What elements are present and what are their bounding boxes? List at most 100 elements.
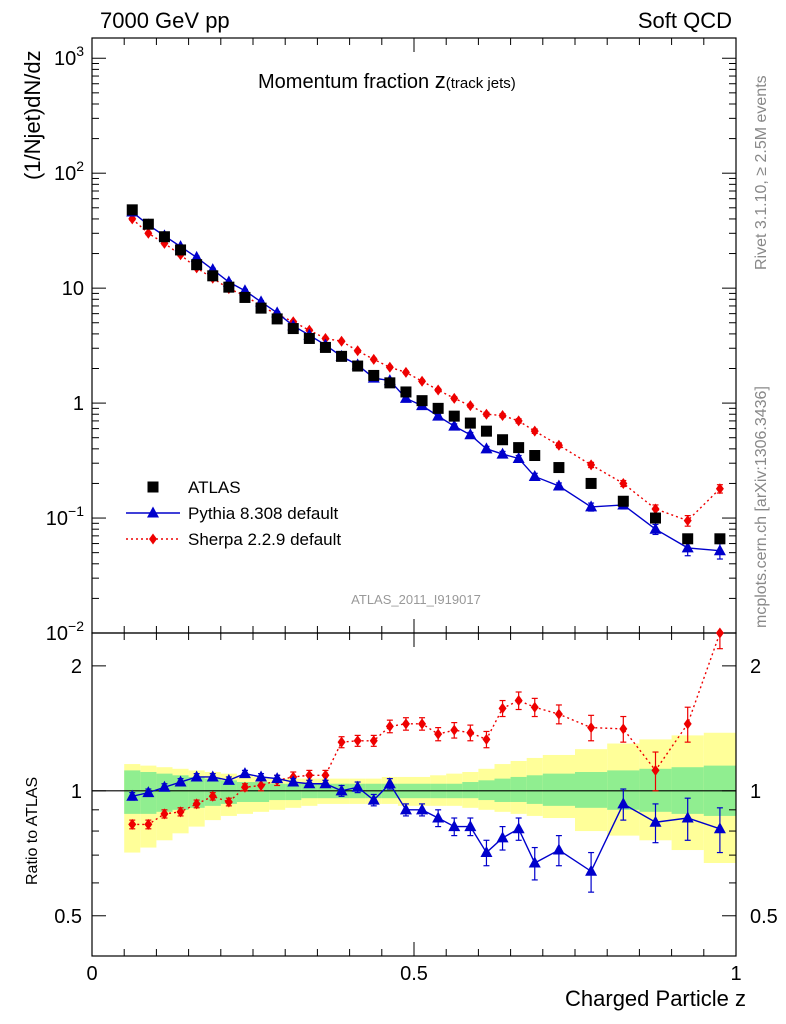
sherpa-point [353,345,362,357]
stat-band-bin [269,783,286,801]
sherpa-point [482,408,491,420]
sherpa-point [450,392,459,404]
pythia-ratio-point [480,846,493,858]
sherpa-point [144,227,153,239]
pythia-ratio-point [528,856,541,868]
x-ticks: 0 0.5 1 [86,38,742,985]
sherpa-ratio-point [160,808,169,820]
atlas-point [497,434,509,446]
sherpa-point [683,515,692,527]
sherpa-point [514,415,523,427]
atlas-point [513,442,525,454]
pythia-ratio-point [335,784,348,796]
analysis-watermark: ATLAS_2011_I919017 [351,592,481,607]
pythia-ratio-point [126,789,139,801]
legend-label: Sherpa 2.2.9 default [188,530,341,549]
sherpa-point [401,366,410,378]
sherpa-ratio-point [530,701,539,713]
atlas-point [553,462,565,474]
pythia-ratio-point [271,772,284,784]
stat-band-bin [510,776,527,802]
sherpa-ratio-point [321,769,330,781]
sherpa-ratio-point [683,718,692,730]
stat-band-bin [156,773,173,812]
sherpa-point [619,477,628,489]
legend-label: Pythia 8.308 default [188,504,339,523]
pythia-ratio-point [713,822,726,834]
pythia-point [448,419,461,431]
atlas-point [223,281,235,293]
pythia-ratio-point [585,864,598,876]
atlas-point [529,450,541,462]
atlas-point [319,341,331,353]
sherpa-ratio-point [305,769,314,781]
pythia-ratio-point [464,820,477,832]
pythia-point [528,469,541,481]
atlas-point [126,204,138,216]
sherpa-point [385,361,394,373]
sherpa-point [498,410,507,422]
sherpa-ratio-point [554,708,563,720]
pythia-ratio-point [351,780,364,792]
ratio-y-tick-label: 2 [71,656,82,678]
sherpa-point [530,425,539,437]
atlas-point [480,425,492,437]
top-y-tick-label: 10−2 [46,618,84,645]
atlas-point [239,291,251,303]
legend-marker [147,506,159,518]
pythia-point [464,428,477,440]
sherpa-point [418,375,427,387]
sherpa-ratio-point [128,818,137,830]
sherpa-point [337,335,346,347]
sherpa-ratio-point [144,818,153,830]
pythia-ratio-series [126,767,726,893]
sherpa-ratio-point [498,702,507,714]
header-left: 7000 GeV pp [100,8,230,33]
pythia-ratio-point [512,822,525,834]
sherpa-ratio-point [208,790,217,802]
pythia-ratio-point [158,780,171,792]
legend-marker [149,533,157,545]
sherpa-ratio-point [240,781,249,793]
atlas-point [448,410,460,422]
atlas-point [271,313,283,325]
pythia-point [585,500,598,512]
atlas-point [336,350,348,362]
ratio-y-tick-label-right: 1 [750,781,761,803]
atlas-series [126,204,726,545]
atlas-point [432,402,444,414]
top-y-tick-label: 10 [62,278,84,300]
atlas-point [142,218,154,230]
pythia-ratio-point [174,775,187,787]
sherpa-line [131,218,721,522]
atlas-point [352,360,364,372]
stat-band-bin [285,783,302,801]
chart-title: Momentum fraction z(track jets) [258,68,516,93]
atlas-point [207,270,219,282]
sherpa-ratio-point [224,796,233,808]
pythia-ratio-point [238,767,251,779]
atlas-point [158,231,170,243]
pythia-ratio-point [255,770,268,782]
top-panel-data [126,204,726,560]
pythia-ratio-point [287,775,300,787]
stat-band-bin [253,782,270,802]
stat-band-bin [462,782,479,799]
stat-band-bin [478,780,495,801]
atlas-point [255,302,267,314]
header-right: Soft QCD [637,8,732,33]
x-tick-label: 0 [86,963,97,985]
sherpa-ratio-point [514,695,523,707]
atlas-point [368,369,380,381]
pythia-ratio-point [617,797,630,809]
sherpa-point [554,439,563,451]
pythia-ratio-point [206,770,219,782]
pythia-point [713,544,726,556]
sherpa-ratio-point [353,735,362,747]
pythia-ratio-point [367,793,380,805]
top-y-tick-label: 10−1 [46,503,84,530]
pythia-ratio-point [190,770,203,782]
sherpa-point [651,503,660,515]
